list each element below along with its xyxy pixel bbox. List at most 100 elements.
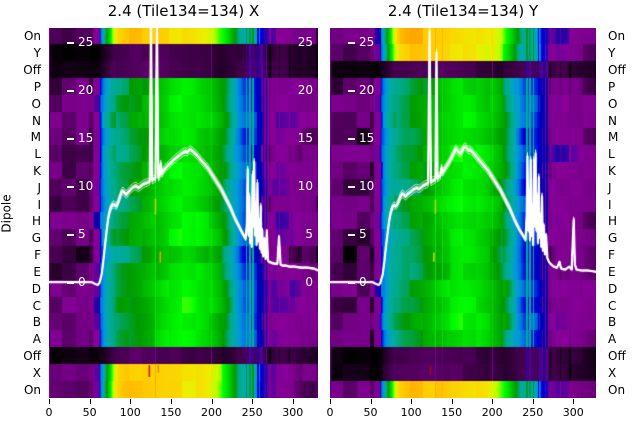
row-label-right-k-8: K <box>608 163 616 178</box>
power-tick-dash <box>67 186 74 188</box>
power-tick-label-right: 10 <box>297 179 313 193</box>
x-axis-tick-label: 250 <box>241 406 263 419</box>
power-tick-label: 20 <box>359 83 375 97</box>
row-label-right-off-2: Off <box>608 63 626 78</box>
row-label-right-a-18: A <box>608 332 617 347</box>
x-axis-tick <box>330 399 331 404</box>
row-label-right-on-21: On <box>608 382 626 397</box>
row-label-right-h-11: H <box>608 214 618 229</box>
row-label-left-p-3: P <box>33 79 41 94</box>
x-axis-tick-label: 300 <box>562 406 584 419</box>
power-tick-dash <box>348 186 355 188</box>
power-tick-label-right: 0 <box>305 275 313 289</box>
power-tick-label: 15 <box>359 131 375 145</box>
x-axis-tick-label: 0 <box>45 406 53 419</box>
x-axis-tick <box>89 399 91 404</box>
power-tick-dash <box>348 42 355 44</box>
power-tick-dash <box>348 234 355 236</box>
power-tick-label-right: 25 <box>297 35 313 49</box>
x-axis-tick-label: 50 <box>82 406 97 419</box>
x-axis-tick-label: 150 <box>160 406 182 419</box>
power-tick-label-right: 20 <box>297 83 313 97</box>
row-label-right-y-1: Y <box>608 46 616 61</box>
row-label-right-off-19: Off <box>608 348 626 363</box>
x-axis-tick-label: 250 <box>522 406 544 419</box>
row-label-right-f-13: F <box>608 248 615 263</box>
row-label-right-e-14: E <box>608 264 616 279</box>
row-label-left-d-15: D <box>31 281 41 296</box>
row-label-right-b-17: B <box>608 315 617 330</box>
row-label-right-j-9: J <box>608 180 612 195</box>
x-axis-tick-label: 50 <box>363 406 378 419</box>
power-tick-dash <box>67 42 74 44</box>
row-label-left-x-20: X <box>32 365 41 380</box>
row-label-left-l-7: L <box>34 147 41 162</box>
row-label-right-on-0: On <box>608 29 626 44</box>
power-tick-label: 10 <box>359 179 375 193</box>
row-label-left-c-16: C <box>32 298 41 313</box>
row-label-left-on-0: On <box>23 29 41 44</box>
x-axis-tick <box>252 399 254 404</box>
x-axis-tick <box>532 399 534 404</box>
x-axis-tick <box>211 399 213 404</box>
x-axis-tick <box>292 399 294 404</box>
x-axis-tick <box>573 399 575 404</box>
row-label-left-f-13: F <box>34 248 41 263</box>
power-tick-label: 5 <box>359 227 367 241</box>
x-axis-tick-label: 200 <box>201 406 223 419</box>
x-axis-tick-label: 150 <box>441 406 463 419</box>
x-axis-tick-label: 300 <box>282 406 304 419</box>
x-axis-tick <box>170 399 172 404</box>
heatmap-canvas-y <box>330 28 596 398</box>
x-axis-tick <box>411 399 413 404</box>
row-label-left-b-17: B <box>32 315 41 330</box>
power-tick-label: 5 <box>78 227 86 241</box>
row-label-right-l-7: L <box>608 147 615 162</box>
power-tick-dash <box>67 138 74 140</box>
x-axis-tick-label: 0 <box>326 406 334 419</box>
row-label-left-e-14: E <box>33 264 41 279</box>
x-axis-tick-label: 200 <box>481 406 503 419</box>
x-axis-tick <box>49 399 50 404</box>
power-tick-label: 15 <box>78 131 94 145</box>
power-tick-dash <box>348 282 355 284</box>
row-label-left-on-21: On <box>23 382 41 397</box>
panel-title-y: 2.4 (Tile134=134) Y <box>387 2 539 20</box>
power-tick-dash <box>67 234 74 236</box>
row-label-left-off-19: Off <box>23 348 41 363</box>
row-label-left-o-4: O <box>31 96 41 111</box>
power-tick-label: 0 <box>359 275 367 289</box>
x-axis-tick <box>130 399 132 404</box>
panel-title-x: 2.4 (Tile134=134) X <box>107 2 260 20</box>
row-label-left-m-6: M <box>30 130 41 145</box>
row-label-right-p-3: P <box>608 79 616 94</box>
heatmap-panel-y: 25 20 15 10 5 0 <box>330 28 596 398</box>
x-axis-tick <box>492 399 494 404</box>
row-label-right-d-15: D <box>608 281 618 296</box>
power-tick-dash <box>67 90 74 92</box>
row-label-right-o-4: O <box>608 96 618 111</box>
row-label-left-a-18: A <box>32 332 41 347</box>
x-axis-tick <box>370 399 372 404</box>
row-label-right-i-10: I <box>608 197 612 212</box>
row-label-right-n-5: N <box>608 113 617 128</box>
power-tick-label-right: 5 <box>305 227 313 241</box>
row-label-left-off-2: Off <box>23 63 41 78</box>
heatmap-panel-x: 25 25 20 20 15 15 10 10 5 5 0 0 <box>49 28 318 398</box>
row-label-left-k-8: K <box>33 163 41 178</box>
row-label-left-h-11: H <box>31 214 41 229</box>
row-label-left-n-5: N <box>32 113 41 128</box>
row-label-left-y-1: Y <box>33 46 41 61</box>
x-axis-tick-label: 100 <box>400 406 422 419</box>
power-tick-label: 0 <box>78 275 86 289</box>
power-tick-dash <box>348 90 355 92</box>
power-tick-label: 25 <box>78 35 94 49</box>
power-tick-label: 20 <box>78 83 94 97</box>
row-label-left-j-9: J <box>37 180 41 195</box>
power-tick-label: 10 <box>78 179 94 193</box>
row-label-right-g-12: G <box>608 231 618 246</box>
row-label-right-c-16: C <box>608 298 617 313</box>
power-tick-dash <box>348 138 355 140</box>
row-label-left-g-12: G <box>31 231 41 246</box>
